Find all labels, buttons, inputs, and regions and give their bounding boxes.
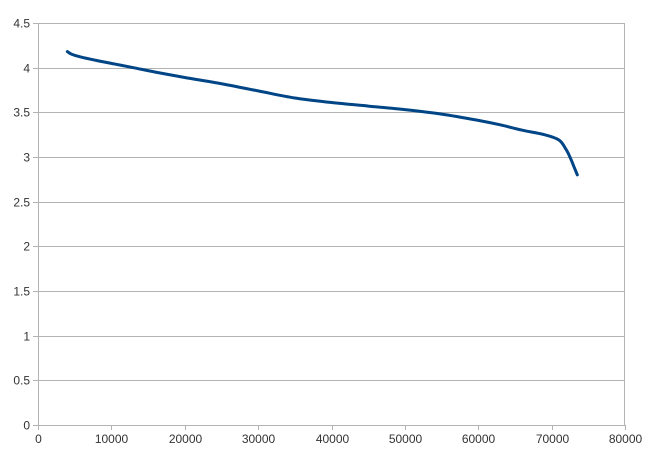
gridlines [38,23,625,426]
x-axis-ticks: 0 10000 20000 30000 40000 50000 60000 70000 8000… [35,425,643,446]
x-tick-label: 60000 [462,432,496,446]
x-tick-label: 10000 [95,432,129,446]
x-tick-label: 0 [35,432,42,446]
y-tick-label: 4.5 [13,17,30,31]
y-tick-label: 1.5 [13,285,30,299]
y-tick-label: 1 [23,330,30,344]
y-tick-label: 0 [23,419,30,433]
x-tick-label: 40000 [316,432,350,446]
x-tick-label: 50000 [389,432,423,446]
x-tick-label: 80000 [609,432,643,446]
y-tick-label: 2.5 [13,196,30,210]
series-layer [65,50,579,177]
y-tick-label: 3.5 [13,106,30,120]
x-tick-label: 70000 [536,432,570,446]
x-tick-label: 20000 [169,432,203,446]
y-tick-label: 2 [23,240,30,254]
y-tick-label: 3 [23,151,30,165]
x-tick-label: 30000 [242,432,276,446]
y-axis-ticks: 0 0.5 1 1.5 2 2.5 3 3.5 4 4.5 [13,17,38,433]
y-tick-label: 4 [23,62,30,76]
axes [38,23,625,425]
series-line [65,50,579,177]
y-tick-label: 0.5 [13,374,30,388]
